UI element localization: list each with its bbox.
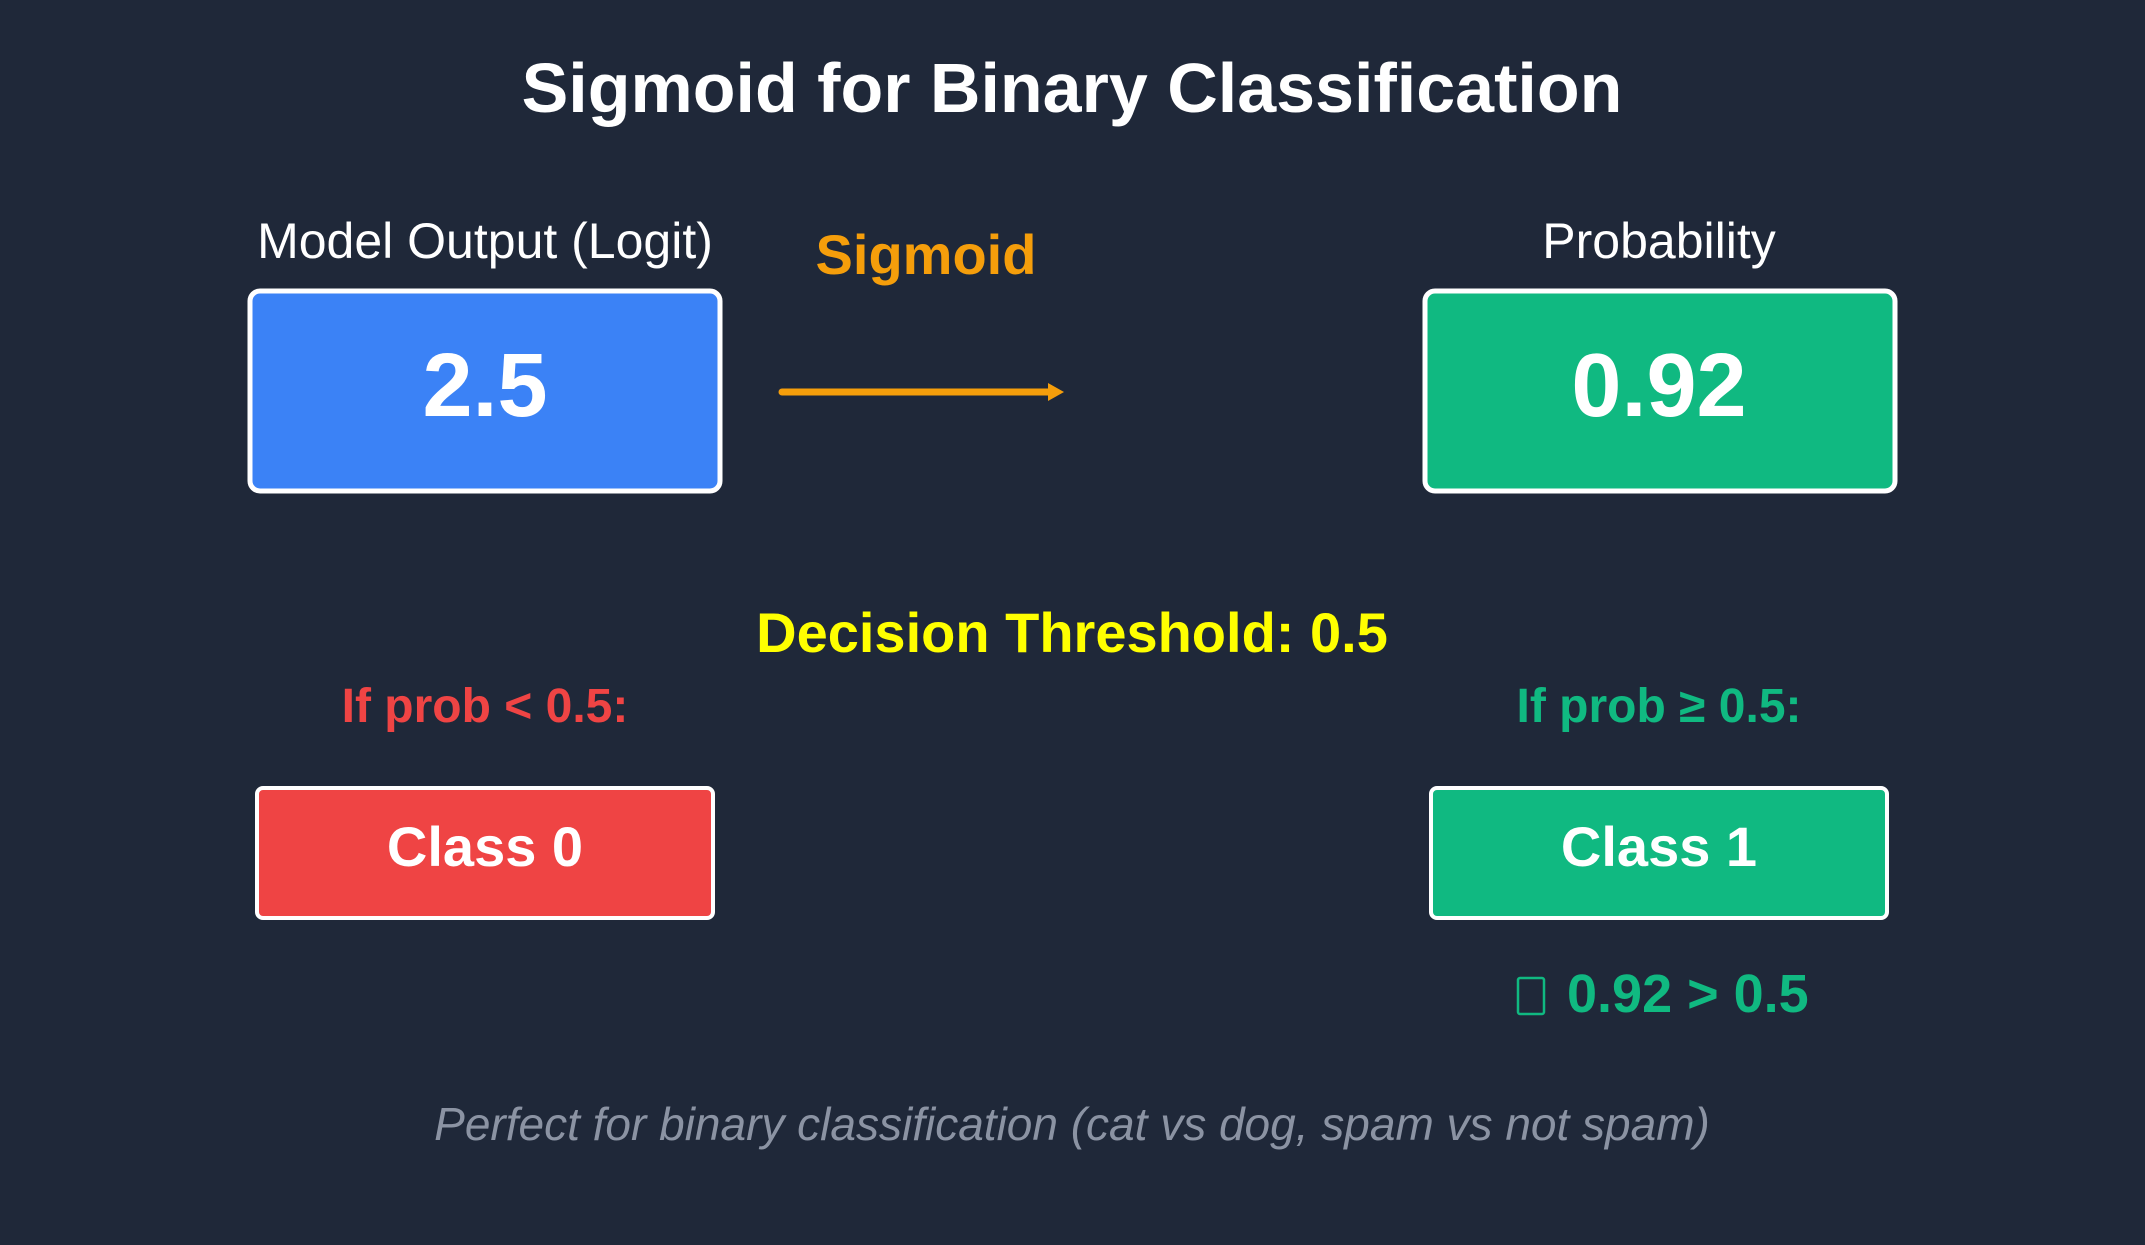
input-box xyxy=(247,288,723,494)
output-label: Probability xyxy=(1542,213,1775,269)
output-box xyxy=(1422,288,1898,494)
check-mark-icon xyxy=(1516,976,1546,1016)
sigmoid-arrow-head-icon xyxy=(1048,383,1064,401)
sigmoid-label: Sigmoid xyxy=(816,223,1037,286)
class-0-label: Class 0 xyxy=(387,815,583,878)
class-1-box xyxy=(1429,786,1889,920)
class-1-condition: If prob ≥ 0.5: xyxy=(1516,680,1801,733)
class-0-box xyxy=(255,786,715,920)
input-value: 2.5 xyxy=(422,336,547,436)
decision-threshold: Decision Threshold: 0.5 xyxy=(756,601,1388,664)
class-0-condition: If prob < 0.5: xyxy=(342,680,629,733)
footer-note: Perfect for binary classification (cat v… xyxy=(434,1098,1710,1150)
class-1-result: 0.92 > 0.5 xyxy=(1567,964,1809,1024)
input-label: Model Output (Logit) xyxy=(257,213,713,269)
output-value: 0.92 xyxy=(1571,336,1746,436)
class-1-label: Class 1 xyxy=(1561,815,1757,878)
page-title: Sigmoid for Binary Classification xyxy=(522,49,1623,127)
